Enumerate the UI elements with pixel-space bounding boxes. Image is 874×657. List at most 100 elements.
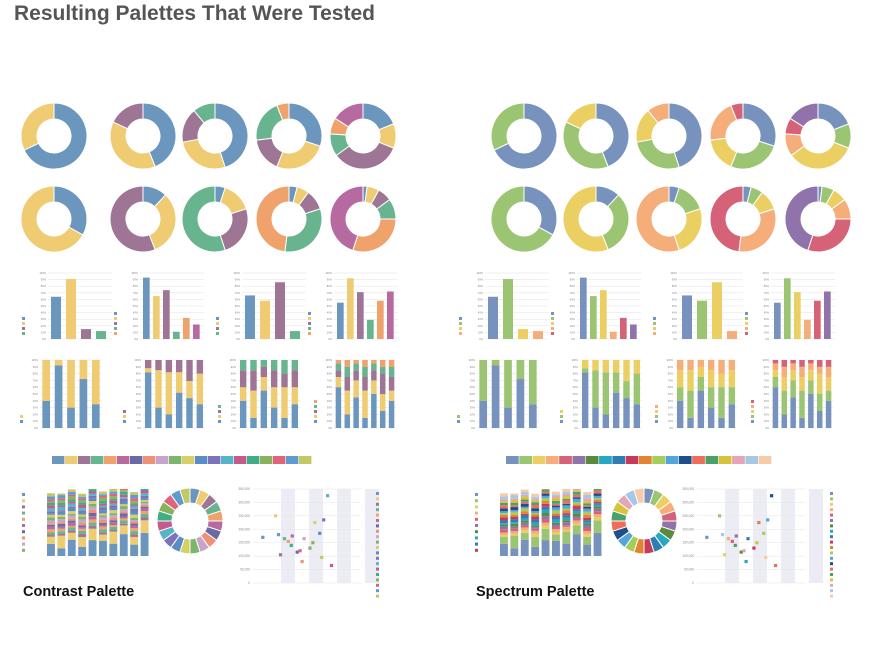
stacked-segment xyxy=(291,360,299,371)
y-tick-label: 20% xyxy=(672,324,678,328)
stacked-segment xyxy=(583,503,592,506)
stacked-segment xyxy=(541,528,550,541)
legend-swatch xyxy=(830,551,833,555)
stacked-segment xyxy=(67,508,76,512)
stacked-segment xyxy=(718,387,725,418)
legend-swatch xyxy=(376,519,379,522)
legend-swatch xyxy=(655,415,658,418)
stacked-segment xyxy=(57,502,66,506)
bar xyxy=(387,291,394,339)
stacked-segment xyxy=(47,499,55,502)
legend-swatch xyxy=(830,583,833,587)
y-tick-label: 20% xyxy=(764,324,770,328)
donut-row1-chart-slice xyxy=(668,102,703,169)
stacked-segment xyxy=(531,516,540,520)
stacked-segment xyxy=(541,522,550,526)
y-tick-label: 0% xyxy=(765,337,769,341)
y-tick-label: 100% xyxy=(476,271,483,275)
legend-swatch xyxy=(655,405,658,408)
donut-row2-chart-slice xyxy=(635,185,680,253)
y-tick-label: 90% xyxy=(573,365,579,369)
stacked-segment xyxy=(109,493,118,497)
palette-swatch xyxy=(169,456,182,464)
legend-swatch xyxy=(459,317,462,320)
y-tick-label: 0% xyxy=(134,337,138,341)
stacked-segment xyxy=(593,501,602,504)
donut-row1-chart-slice xyxy=(709,137,738,168)
legend-swatch xyxy=(22,542,25,546)
stacked-segment xyxy=(541,489,550,490)
legend-swatch xyxy=(475,499,478,503)
stacked-segment xyxy=(772,370,779,377)
stacked-segment xyxy=(504,360,512,408)
stacked-segment xyxy=(42,400,51,428)
stacked-segment xyxy=(155,360,162,371)
stacked-segment xyxy=(572,525,581,535)
stacked-segment xyxy=(119,509,128,512)
stacked-segment xyxy=(335,387,342,428)
stacked-segment xyxy=(140,532,149,556)
legend-swatch xyxy=(114,332,117,335)
stacked-segment xyxy=(175,372,183,393)
legend-swatch xyxy=(745,322,748,325)
y-tick-label: 100% xyxy=(571,358,578,362)
y-tick-label: 0% xyxy=(328,426,332,430)
legend-swatch xyxy=(830,529,833,533)
plot-band xyxy=(337,489,351,583)
y-tick-label: 30% xyxy=(672,317,678,321)
stacked-segment xyxy=(119,491,128,495)
legend-swatch xyxy=(751,420,754,423)
stacked-segment xyxy=(140,508,149,512)
stacked-segment xyxy=(344,377,351,391)
stacked-segment xyxy=(583,525,592,529)
stacked-segment xyxy=(728,387,736,405)
donut-row2-chart-slice xyxy=(807,218,852,253)
clustered-bar-chart: 100% 90% 80% 70% 60% 50% 40% 30% 20% 10% 0% xyxy=(551,271,641,341)
donut-row1-chart-slice xyxy=(730,140,776,170)
y-tick-label: 60% xyxy=(764,297,770,301)
legend-swatch xyxy=(830,497,833,501)
donut-row1-chart-slice xyxy=(255,137,284,168)
legend-swatch xyxy=(475,530,478,534)
stacked-segment xyxy=(510,522,519,524)
stacked-segment xyxy=(99,522,107,525)
stacked-segment xyxy=(57,523,66,527)
stacked-segment xyxy=(583,517,592,521)
stacked-segment xyxy=(119,513,128,517)
palette-swatch xyxy=(639,456,652,464)
y-tick-label: 0% xyxy=(574,426,578,430)
stacked-segment xyxy=(581,372,589,428)
stacked-segment xyxy=(552,500,560,504)
legend-swatch xyxy=(376,562,379,566)
y-tick-label: 70% xyxy=(478,291,484,295)
stacked-segment xyxy=(583,528,592,532)
donut-row2-chart-slice xyxy=(329,185,364,252)
stacked-segment xyxy=(593,490,602,494)
y-tick-label: 20% xyxy=(41,324,47,328)
stacked-segment xyxy=(270,370,278,388)
stacked-segment xyxy=(335,363,342,371)
palette-swatch xyxy=(519,456,532,464)
stacked-segment xyxy=(510,510,519,512)
legend-swatch xyxy=(653,322,656,325)
y-tick-label: 0% xyxy=(669,426,673,430)
y-tick-label: 100% xyxy=(325,358,332,362)
scatter-point xyxy=(770,494,774,498)
stacked-segment xyxy=(583,505,592,507)
legend-swatch xyxy=(830,492,833,495)
y-tick-label: 10% xyxy=(327,419,333,423)
y-tick-label: 10% xyxy=(672,330,678,334)
stacked-segment xyxy=(119,494,128,498)
donut-row2-chart-slice xyxy=(562,185,609,253)
stacked-segment xyxy=(78,522,87,526)
legend-swatch xyxy=(475,517,478,521)
y-tick-label: 80% xyxy=(327,284,333,288)
stacked-segment xyxy=(593,495,602,499)
legend-swatch xyxy=(376,497,379,501)
clustered-bar-chart: 100% 90% 80% 70% 60% 50% 40% 30% 20% 10% 0% xyxy=(22,271,112,341)
legend-swatch xyxy=(655,420,658,423)
legend-swatch xyxy=(22,505,25,509)
stacked-segment xyxy=(47,513,55,515)
stacked-segment xyxy=(562,513,571,516)
legend-swatch xyxy=(308,312,311,315)
